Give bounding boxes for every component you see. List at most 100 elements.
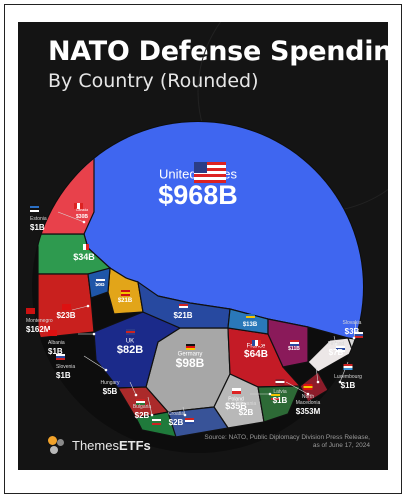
- flag-icon-slovakia: [354, 332, 363, 338]
- callout-value-croatia: $2B: [169, 418, 184, 427]
- flag-icon-slovenia-callout: [56, 354, 65, 360]
- callout-name-slovakia: Slovakia: [343, 320, 362, 326]
- leader-line-finland: [333, 335, 337, 345]
- callout-value-estonia: $1B: [30, 223, 45, 232]
- source-note: Source: NATO, Public Diplomacy Division …: [180, 434, 370, 450]
- leader-dot-finland: [334, 342, 338, 346]
- label-value-sweden: $13B: [243, 322, 258, 328]
- infographic-card: NATO Defense Spending By Country (Rounde…: [18, 22, 388, 470]
- callout-name-hungary: Hungary: [101, 380, 120, 386]
- leader-dot-luxembourg: [338, 380, 342, 384]
- leader-dot-bulgaria: [150, 413, 154, 417]
- spending-voronoi-chart: United States$968BGermany$98BUK$82BFranc…: [26, 22, 388, 453]
- callout-value-slovenia: $1B: [56, 371, 71, 380]
- cell-norway: [267, 318, 309, 368]
- label-name-germany: Germany: [178, 352, 203, 358]
- callout-value-finland: $7B: [329, 348, 344, 357]
- flag-icon-croatia: [185, 418, 194, 424]
- flag-icon-netherlands: [179, 304, 188, 310]
- flag-icon-sweden: [246, 314, 255, 320]
- leader-line-croatia: [182, 406, 186, 416]
- flag-icon-finland: [336, 346, 345, 352]
- flag-icon-greece: [96, 277, 105, 283]
- leader-line-north-macedonia: [315, 366, 319, 383]
- flag-icon-spain: [121, 290, 130, 296]
- chart-subtitle: By Country (Rounded): [48, 70, 259, 92]
- brand-logo: ThemesETFs: [48, 436, 151, 454]
- callout-name-lithuania: Lithuania: [236, 401, 257, 407]
- leader-dot-estonia: [82, 220, 86, 224]
- flag-icon-lithuania: [271, 394, 280, 400]
- flag-icon-norway: [290, 340, 299, 346]
- chart-title: NATO Defense Spending: [48, 36, 388, 67]
- flag-icon-montenegro-callout: [26, 308, 35, 314]
- label-value-netherlands: $21B: [173, 311, 192, 320]
- flag-icon-albania-callout: [48, 330, 57, 336]
- label-value-italy: $34B: [73, 252, 95, 262]
- leader-dot-albania: [92, 332, 96, 336]
- label-value-norway: $11B: [288, 346, 300, 352]
- callout-name-north-macedonia-0: North: [302, 394, 314, 400]
- flag-icon-hungary: [136, 399, 145, 405]
- leader-dot-montenegro: [86, 304, 90, 308]
- flag-icon-north-macedonia-callout: [303, 384, 313, 390]
- flag-icon-turkey: [62, 304, 71, 310]
- callout-name-north-macedonia-1: Macedonia: [296, 400, 321, 406]
- callout-name-estonia: Estonia: [30, 216, 47, 222]
- leader-dot-north-macedonia: [316, 380, 320, 384]
- cell-lithuania: [257, 385, 301, 423]
- callout-value-north-macedonia: $353M: [296, 407, 321, 416]
- flag-icon-bulgaria: [152, 419, 161, 425]
- leader-line-slovakia: [353, 321, 357, 339]
- callout-name-luxembourg: Luxembourg: [334, 374, 362, 380]
- callout-value-hungary: $5B: [103, 387, 118, 396]
- label-value-poland: $35B: [225, 401, 247, 411]
- leader-line-bulgaria: [147, 396, 153, 416]
- leader-line-latvia: [285, 381, 309, 395]
- flag-icon-canada: [74, 203, 83, 209]
- brand-logo-icon: [48, 436, 66, 454]
- label-name-france: France: [247, 344, 266, 350]
- source-line-1: Source: NATO, Public Diplomacy Division …: [204, 434, 370, 441]
- flag-icon-estonia-callout: [30, 206, 39, 212]
- leader-line-montenegro: [71, 305, 89, 311]
- flag-icon-latvia-callout: [275, 379, 285, 385]
- leader-dot-latvia: [306, 392, 310, 396]
- callout-name-albania: Albania: [48, 340, 65, 346]
- label-value-uk: $82B: [117, 344, 143, 356]
- label-value-united-states: $968B: [158, 180, 238, 210]
- callout-name-bulgaria: Bulgaria: [133, 404, 152, 410]
- callout-value-latvia: $1B: [273, 396, 288, 405]
- leader-dot-slovenia: [104, 368, 108, 372]
- flag-icon-italy: [80, 244, 89, 250]
- flag-icon-france: [252, 340, 261, 346]
- flag-icon-luxembourg-callout: [343, 364, 353, 370]
- leader-line-hungary: [129, 381, 137, 396]
- label-value-germany: $98B: [176, 356, 205, 370]
- source-line-2: as of June 17, 2024: [312, 442, 370, 449]
- flag-icon-uk: [126, 329, 135, 335]
- label-value-france: $64B: [244, 349, 268, 360]
- label-name-canada: Canada: [76, 208, 88, 212]
- brand-name: ThemesETFs: [72, 437, 151, 453]
- label-value-turkey: $23B: [56, 311, 75, 320]
- leader-dot-lithuania: [268, 392, 272, 396]
- leader-dot-hungary: [134, 393, 138, 397]
- callout-name-slovenia: Slovenia: [56, 364, 75, 370]
- flag-icon-germany: [186, 344, 195, 350]
- callout-value-slovakia: $3B: [345, 327, 360, 336]
- leader-line-estonia: [57, 211, 85, 223]
- label-value-greece: $8B: [95, 282, 105, 288]
- callout-value-bulgaria: $2B: [135, 411, 150, 420]
- page-frame: [4, 4, 402, 494]
- callout-value-montenegro: $162M: [26, 325, 51, 334]
- us-flag-icon: [194, 162, 226, 183]
- label-name-poland: Poland: [228, 396, 244, 402]
- callout-name-montenegro: Montenegro: [26, 318, 53, 324]
- leader-dot-croatia: [183, 413, 187, 417]
- cell-slovakia: [347, 337, 363, 353]
- callout-name-finland: Finland: [328, 341, 345, 347]
- cell-croatia: [167, 406, 230, 438]
- leader-dot-slovakia: [352, 336, 356, 340]
- callout-value-albania: $1B: [48, 347, 63, 356]
